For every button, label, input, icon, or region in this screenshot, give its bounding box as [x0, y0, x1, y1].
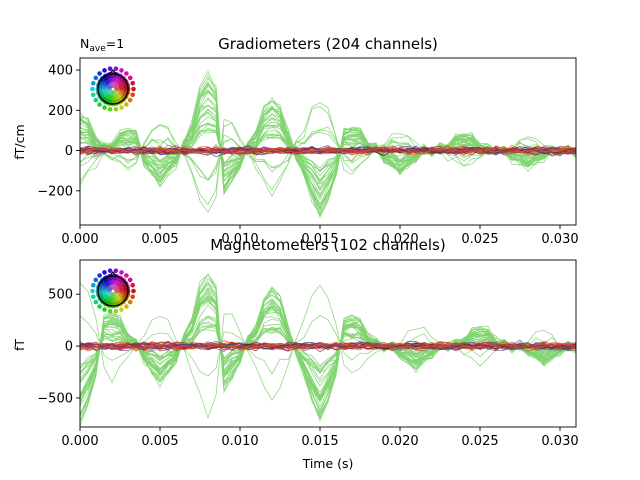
y-tick-label: −200 [37, 184, 73, 199]
y-axis-label: fT/cm [12, 124, 27, 159]
x-tick-label: 0.025 [461, 434, 498, 449]
y-tick-label: 0 [65, 340, 73, 355]
channel-trace-highlighted [80, 83, 576, 216]
x-tick-label: 0.005 [141, 232, 178, 247]
plot-area: 400 200 0 −200 0.000 0.005 0.010 0.015 0.020 0.02… [37, 57, 579, 247]
gradiometers-panel: Gradiometers (204 channels) fT/cm 400 200… [12, 35, 579, 247]
y-tick-label: 200 [48, 104, 73, 119]
x-tick-label: 0.020 [381, 232, 418, 247]
x-tick-label: 0.020 [381, 434, 418, 449]
nave-value: =1 [106, 36, 124, 51]
y-tick-label: −500 [37, 391, 73, 406]
channel-trace [80, 340, 576, 351]
x-tick-label: 0.015 [301, 232, 338, 247]
magnetometers-panel: fT 500 0 −500 0.000 0.005 0.010 0.015 0.020 0.02… [12, 236, 579, 449]
sensor-layout-icon [90, 268, 136, 314]
traces [80, 70, 576, 218]
channel-trace-highlighted [80, 108, 576, 191]
sensor-layout-icon [90, 66, 136, 112]
axes-frame [79, 57, 577, 226]
plot-area: 500 0 −500 0.000 0.005 0.010 0.015 0.020 0.025 0.… [37, 259, 579, 449]
x-tick-label: 0.025 [461, 232, 498, 247]
x-tick-label: 0.010 [221, 232, 258, 247]
nave-base: N [80, 36, 89, 51]
channel-trace-highlighted [80, 274, 576, 423]
channel-trace [80, 342, 576, 352]
x-tick-label: 0.010 [221, 434, 258, 449]
x-tick-label: 0.030 [541, 434, 578, 449]
channel-trace-highlighted [80, 283, 576, 415]
x-tick-label: 0.000 [61, 434, 98, 449]
x-axis-label: Time (s) [302, 456, 354, 471]
x-tick-label: 0.015 [301, 434, 338, 449]
y-tick-label: 500 [48, 288, 73, 303]
y-axis-label: fT [12, 339, 27, 351]
axes-frame [79, 259, 577, 428]
channel-trace-highlighted [80, 301, 576, 398]
x-tick-label: 0.030 [541, 232, 578, 247]
channel-trace [80, 341, 576, 353]
y-tick-label: 400 [48, 64, 73, 79]
channel-trace [80, 145, 576, 156]
x-tick-label: 0.000 [61, 232, 98, 247]
channel-trace [80, 145, 576, 156]
channel-trace [80, 144, 576, 157]
traces [80, 273, 576, 427]
y-tick-label: 0 [65, 144, 73, 159]
panel-title: Gradiometers (204 channels) [218, 35, 438, 53]
channel-trace-highlighted [80, 282, 576, 420]
x-tick-label: 0.005 [141, 434, 178, 449]
panel-title: Magnetometers (102 channels) [210, 236, 445, 254]
channel-trace [80, 341, 576, 351]
nave-sub: ave [89, 44, 106, 54]
channel-trace [80, 145, 576, 156]
nave-label: Nave=1 [80, 36, 124, 54]
